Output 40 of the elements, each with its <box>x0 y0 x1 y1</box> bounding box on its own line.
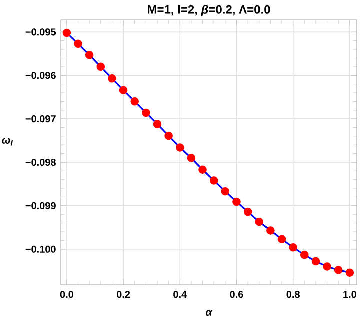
point <box>96 62 106 72</box>
point <box>255 218 264 226</box>
point <box>119 86 128 95</box>
point <box>244 208 252 216</box>
y-tick-label: −0.100 <box>26 246 56 253</box>
point <box>210 176 218 185</box>
y-tick-label: −0.098 <box>26 158 56 166</box>
x-tick-label: 0.4 <box>174 291 188 298</box>
x-tick-label: 1.0 <box>344 291 356 298</box>
point <box>176 144 184 152</box>
point <box>74 40 82 48</box>
point <box>221 187 230 196</box>
y-tick-label: −0.097 <box>26 116 56 123</box>
point <box>312 257 320 266</box>
point <box>198 166 207 174</box>
y-tick-label: −0.095 <box>26 28 56 36</box>
point <box>289 244 298 252</box>
y-axis-title: ω$_{I}$ <box>2 138 14 146</box>
point <box>142 108 150 118</box>
x-tick-label: 0.6 <box>230 291 244 298</box>
point <box>300 250 309 260</box>
chart-title: M=1, l=2, β=0.2, Λ=0.0 <box>148 5 270 16</box>
point <box>334 266 343 274</box>
point <box>323 262 332 271</box>
point <box>278 235 286 244</box>
point <box>62 28 72 38</box>
x-tick-label: 0.8 <box>286 291 300 298</box>
point <box>153 120 162 128</box>
point <box>266 226 275 235</box>
point <box>85 51 94 60</box>
x-axis-title: α <box>206 310 213 316</box>
point <box>108 74 116 83</box>
point <box>232 198 241 206</box>
point <box>130 98 139 106</box>
y-tick-label: −0.099 <box>26 202 56 210</box>
y-tick-label: −0.096 <box>26 72 56 80</box>
x-tick-label: 0.0 <box>60 291 74 298</box>
point <box>187 154 196 162</box>
point <box>164 132 173 140</box>
x-tick-label: 0.2 <box>116 291 130 298</box>
